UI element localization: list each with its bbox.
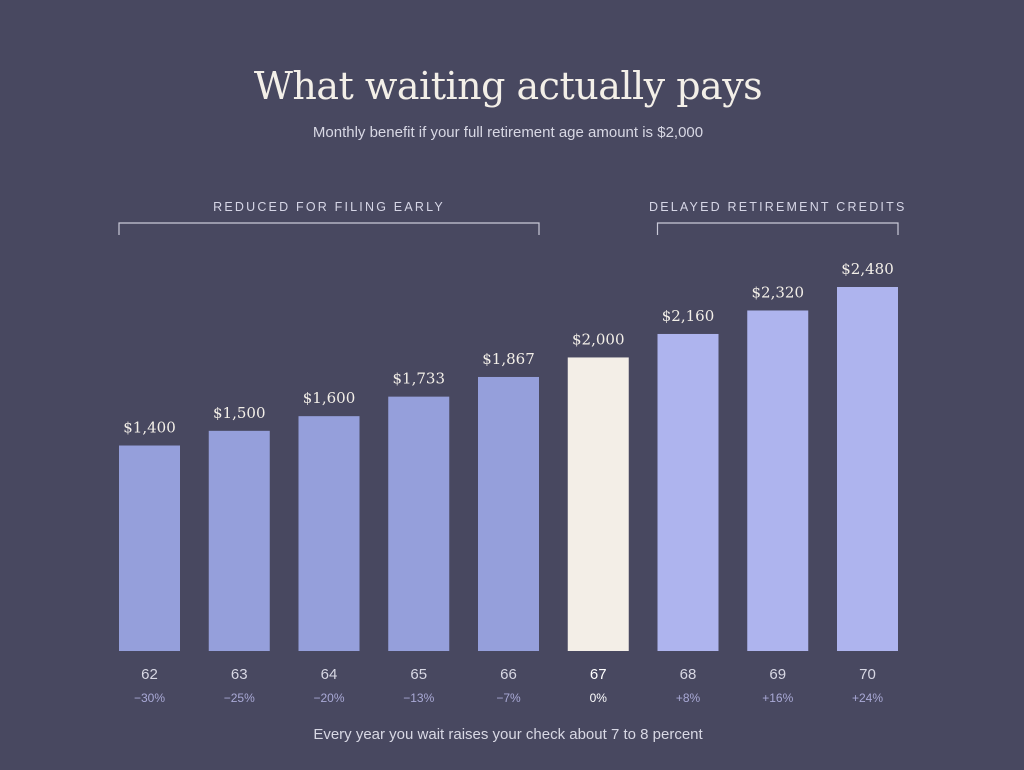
pct-label-67: 0% — [590, 691, 608, 705]
value-label-64: $1,600 — [303, 389, 356, 407]
value-label-66: $1,867 — [482, 350, 535, 368]
chart-subtitle: Monthly benefit if your full retirement … — [312, 124, 704, 141]
chart-title: What waiting actually pays — [253, 64, 763, 108]
age-label-65: 65 — [410, 666, 427, 683]
pct-label-68: +8% — [676, 691, 701, 705]
bar-age-65 — [388, 396, 450, 651]
group-bracket-early — [118, 222, 540, 235]
age-label-67: 67 — [590, 666, 607, 683]
pct-label-69: +16% — [762, 691, 793, 705]
value-label-62: $1,400 — [123, 419, 176, 437]
pct-label-66: −7% — [496, 691, 521, 705]
age-label-69: 69 — [769, 666, 786, 683]
bar-age-63 — [208, 430, 270, 651]
bar-age-64 — [298, 416, 360, 651]
value-label-69: $2,320 — [752, 283, 805, 301]
bar-age-70 — [837, 287, 898, 651]
age-label-62: 62 — [141, 666, 158, 683]
pct-label-64: −20% — [313, 691, 344, 705]
group-bracket-delayed — [656, 222, 899, 235]
bar-age-66 — [478, 376, 539, 651]
value-label-67: $2,000 — [572, 330, 625, 348]
bar-age-62 — [119, 445, 180, 651]
value-label-65: $1,733 — [393, 370, 446, 388]
value-label-68: $2,160 — [662, 307, 715, 325]
chart-footnote: Every year you wait raises your check ab… — [313, 726, 703, 743]
group-label-delayed: DELAYED RETIREMENT CREDITS — [649, 200, 906, 214]
age-label-64: 64 — [321, 666, 338, 683]
value-label-70: $2,480 — [841, 260, 894, 278]
age-label-68: 68 — [680, 666, 697, 683]
value-label-63: $1,500 — [213, 404, 266, 422]
pct-label-62: −30% — [134, 691, 165, 705]
bar-age-69 — [747, 310, 809, 651]
age-label-63: 63 — [231, 666, 248, 683]
pct-label-65: −13% — [403, 691, 434, 705]
bar-age-67 — [567, 357, 629, 651]
bar-age-68 — [657, 333, 719, 651]
pct-label-70: +24% — [852, 691, 883, 705]
age-label-70: 70 — [859, 666, 876, 683]
group-label-early: REDUCED FOR FILING EARLY — [213, 200, 445, 214]
age-label-66: 66 — [500, 666, 517, 683]
pct-label-63: −25% — [224, 691, 255, 705]
